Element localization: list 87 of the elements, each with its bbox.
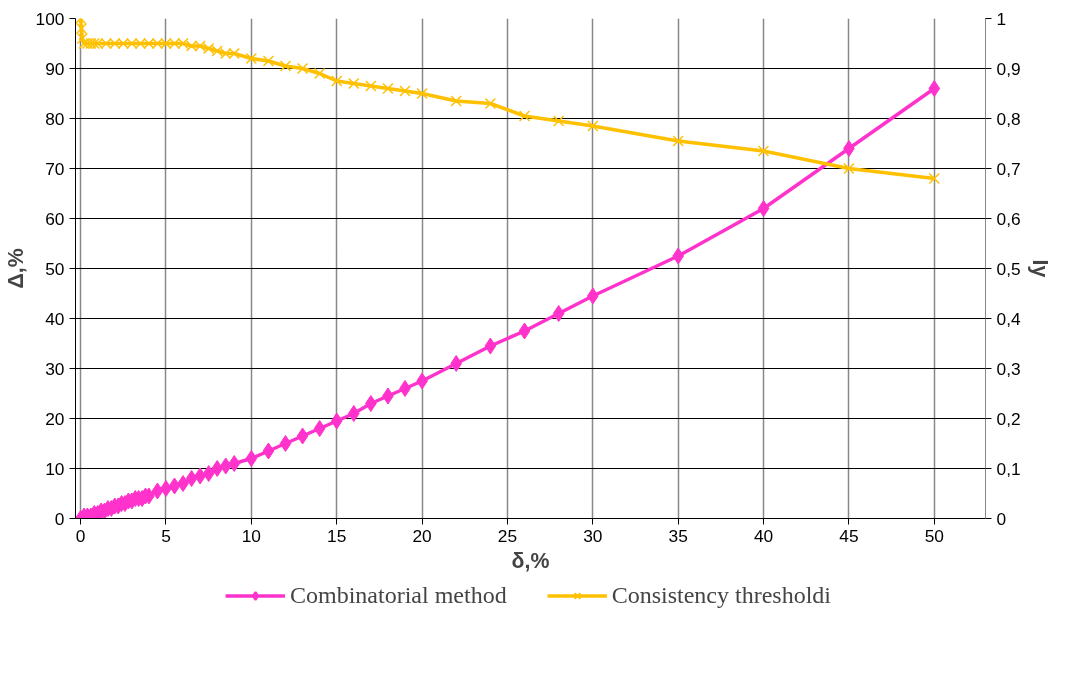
- point: [757, 145, 770, 157]
- point: [330, 412, 343, 430]
- point: [245, 450, 258, 467]
- point: [313, 420, 326, 437]
- x-tick-label: 5: [161, 525, 171, 546]
- y2-tick-label: 1: [996, 8, 1007, 29]
- point: [262, 442, 275, 460]
- y-tick-label: 30: [45, 358, 65, 379]
- point: [399, 380, 411, 397]
- y-tick-label: 60: [45, 208, 65, 229]
- point: [168, 477, 181, 495]
- x-tick-label: 40: [753, 525, 774, 546]
- y2-tick-label: 0,3: [996, 358, 1021, 379]
- point: [450, 95, 462, 107]
- point: [202, 465, 215, 482]
- point: [672, 247, 685, 265]
- y-tick-label: 100: [35, 8, 65, 29]
- x-tick-label: 0: [75, 525, 86, 546]
- y-axis-title: Δ,%: [3, 248, 28, 289]
- y-tick-label: 90: [45, 58, 65, 79]
- point: [365, 80, 377, 92]
- point: [151, 482, 164, 500]
- point: [347, 405, 360, 422]
- point: [928, 172, 940, 185]
- legend-label: Consistency thresholdi: [611, 581, 831, 609]
- point: [672, 135, 684, 147]
- point: [262, 55, 275, 67]
- point: [75, 22, 88, 35]
- y-tick-label: 80: [45, 108, 65, 129]
- y2-tick-label: 0,5: [996, 258, 1021, 279]
- point: [843, 162, 855, 175]
- x-tick-label: 30: [583, 525, 603, 546]
- point: [399, 85, 411, 97]
- y2-tick-label: 0,6: [996, 208, 1021, 229]
- x-tick-label: 20: [412, 525, 432, 546]
- y2-tick-label: 0,4: [996, 308, 1021, 329]
- x-tick-label: 50: [924, 525, 944, 546]
- point: [348, 77, 360, 90]
- point: [518, 110, 531, 122]
- point: [587, 120, 599, 132]
- y-tick-label: 10: [45, 458, 65, 479]
- point: [518, 322, 531, 340]
- x-tick-label: 15: [327, 525, 347, 546]
- y2-tick-label: 0,7: [996, 158, 1021, 179]
- y-tick-label: 40: [45, 308, 65, 329]
- point: [484, 97, 497, 110]
- point: [279, 435, 292, 452]
- point: [586, 287, 599, 305]
- point: [313, 67, 326, 80]
- y2-tick-label: 0: [996, 508, 1007, 529]
- point: [185, 470, 198, 487]
- point: [365, 395, 377, 412]
- x-tick-label: 10: [241, 525, 261, 546]
- point: [928, 80, 941, 97]
- y2-tick-label: 0,2: [996, 408, 1021, 429]
- x-tick-label: 35: [668, 525, 688, 546]
- y-tick-label: 0: [54, 508, 65, 529]
- point: [382, 82, 394, 95]
- point: [416, 87, 428, 100]
- y2-tick-label: 0,8: [996, 108, 1021, 129]
- x-tick-label: 45: [839, 525, 859, 546]
- point: [484, 337, 497, 355]
- point: [296, 62, 309, 75]
- point: [245, 52, 258, 65]
- y-tick-label: 70: [45, 158, 65, 179]
- y2-tick-label: 0,1: [996, 458, 1021, 479]
- point: [279, 60, 292, 72]
- point: [228, 455, 241, 472]
- point: [177, 475, 189, 492]
- point: [450, 355, 463, 372]
- point: [211, 460, 224, 477]
- x-tick-label: 25: [497, 525, 518, 546]
- legend-label: Combinatorial method: [290, 581, 507, 609]
- y2-tick-label: 0,9: [996, 58, 1021, 79]
- y2-axis-title: Iy: [1027, 259, 1052, 278]
- point: [552, 115, 565, 127]
- point: [219, 457, 232, 475]
- point: [757, 200, 770, 217]
- y-tick-label: 20: [45, 408, 65, 429]
- x-axis-title: δ,%: [511, 548, 550, 573]
- point: [552, 305, 565, 322]
- point: [843, 140, 855, 157]
- y-tick-label: 50: [45, 258, 65, 279]
- point: [76, 32, 89, 45]
- point: [296, 427, 309, 445]
- point: [160, 480, 172, 497]
- point: [331, 75, 343, 87]
